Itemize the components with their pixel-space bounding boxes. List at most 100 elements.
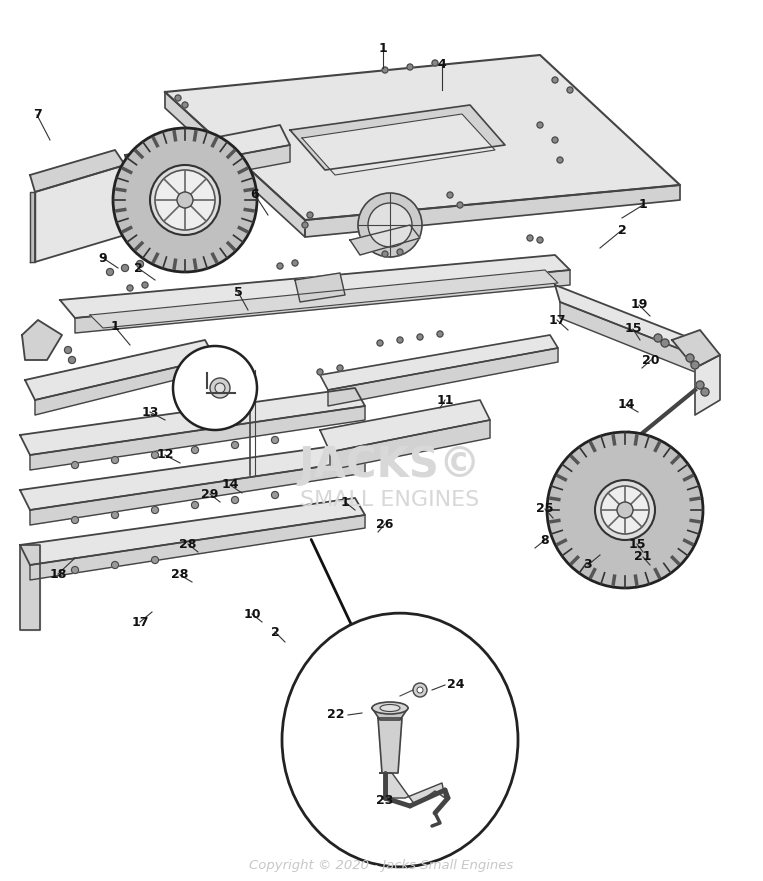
Circle shape [417, 334, 423, 340]
Circle shape [377, 340, 383, 346]
Polygon shape [302, 114, 495, 175]
Circle shape [69, 357, 76, 364]
Circle shape [175, 95, 181, 101]
Polygon shape [130, 145, 290, 192]
Polygon shape [20, 443, 365, 510]
Circle shape [272, 492, 278, 499]
Circle shape [617, 502, 633, 518]
Circle shape [686, 354, 694, 362]
Text: 11: 11 [436, 394, 454, 406]
Circle shape [447, 192, 453, 198]
Polygon shape [555, 285, 695, 355]
Circle shape [111, 561, 118, 568]
Circle shape [177, 192, 193, 208]
Polygon shape [30, 460, 365, 525]
Polygon shape [125, 125, 290, 175]
Circle shape [457, 202, 463, 208]
Circle shape [215, 383, 225, 393]
Circle shape [358, 193, 422, 257]
Polygon shape [90, 270, 558, 328]
Polygon shape [695, 355, 720, 415]
Circle shape [155, 170, 215, 230]
Text: 1: 1 [111, 321, 119, 334]
Circle shape [65, 346, 72, 353]
Circle shape [231, 441, 239, 448]
Text: 1: 1 [639, 198, 647, 211]
Circle shape [413, 683, 427, 697]
Circle shape [537, 237, 543, 243]
Circle shape [292, 260, 298, 266]
Circle shape [432, 60, 438, 66]
Circle shape [182, 102, 188, 108]
Polygon shape [372, 708, 408, 720]
Circle shape [152, 557, 159, 564]
Text: 17: 17 [549, 314, 565, 327]
Circle shape [137, 261, 143, 268]
Polygon shape [30, 192, 35, 262]
Text: 12: 12 [156, 448, 174, 462]
Text: 20: 20 [642, 353, 660, 366]
Circle shape [72, 462, 79, 469]
Text: 14: 14 [221, 478, 239, 492]
Circle shape [382, 67, 388, 73]
Circle shape [192, 501, 198, 508]
Circle shape [107, 269, 114, 276]
Ellipse shape [380, 705, 400, 712]
Text: JACKS©: JACKS© [299, 444, 481, 486]
Polygon shape [305, 185, 680, 237]
Circle shape [547, 432, 703, 588]
Polygon shape [30, 515, 365, 580]
Circle shape [552, 137, 558, 143]
Text: 10: 10 [243, 608, 261, 620]
Text: 15: 15 [628, 537, 645, 551]
Polygon shape [35, 358, 215, 415]
Circle shape [173, 346, 257, 430]
Polygon shape [60, 255, 570, 318]
Circle shape [272, 436, 278, 443]
Circle shape [701, 388, 709, 396]
Circle shape [113, 128, 257, 272]
Text: 6: 6 [251, 189, 259, 202]
Circle shape [150, 165, 220, 235]
Circle shape [210, 378, 230, 398]
Text: 28: 28 [179, 537, 197, 551]
Polygon shape [20, 498, 365, 565]
Circle shape [368, 203, 412, 247]
Text: 9: 9 [98, 251, 108, 264]
Circle shape [397, 249, 403, 255]
Text: 2: 2 [617, 224, 626, 236]
Polygon shape [22, 320, 62, 360]
Circle shape [567, 87, 573, 93]
Polygon shape [20, 388, 365, 455]
Circle shape [601, 486, 649, 534]
Text: 28: 28 [172, 568, 188, 581]
Circle shape [696, 381, 704, 389]
Polygon shape [165, 92, 305, 237]
Circle shape [397, 337, 403, 343]
Circle shape [437, 331, 443, 337]
Text: 8: 8 [541, 534, 549, 546]
Text: 19: 19 [630, 299, 648, 312]
Text: 25: 25 [536, 502, 554, 515]
Circle shape [152, 451, 159, 458]
Text: 23: 23 [376, 794, 394, 806]
Text: 5: 5 [233, 285, 243, 299]
Text: 29: 29 [201, 487, 219, 500]
Polygon shape [380, 773, 445, 805]
Text: 2: 2 [134, 262, 143, 275]
Polygon shape [350, 225, 420, 255]
Polygon shape [30, 150, 125, 192]
Polygon shape [20, 545, 40, 630]
Circle shape [127, 285, 133, 291]
Text: 26: 26 [376, 517, 394, 530]
Circle shape [595, 480, 655, 540]
Text: 7: 7 [33, 108, 41, 122]
Text: 1: 1 [378, 41, 388, 55]
Text: SMALL ENGINES: SMALL ENGINES [301, 490, 480, 510]
Polygon shape [290, 105, 505, 170]
Text: 22: 22 [327, 708, 345, 722]
Text: Copyright © 2020 - Jacks Small Engines: Copyright © 2020 - Jacks Small Engines [249, 858, 513, 871]
Circle shape [552, 77, 558, 83]
Polygon shape [560, 302, 695, 372]
Circle shape [192, 447, 198, 454]
